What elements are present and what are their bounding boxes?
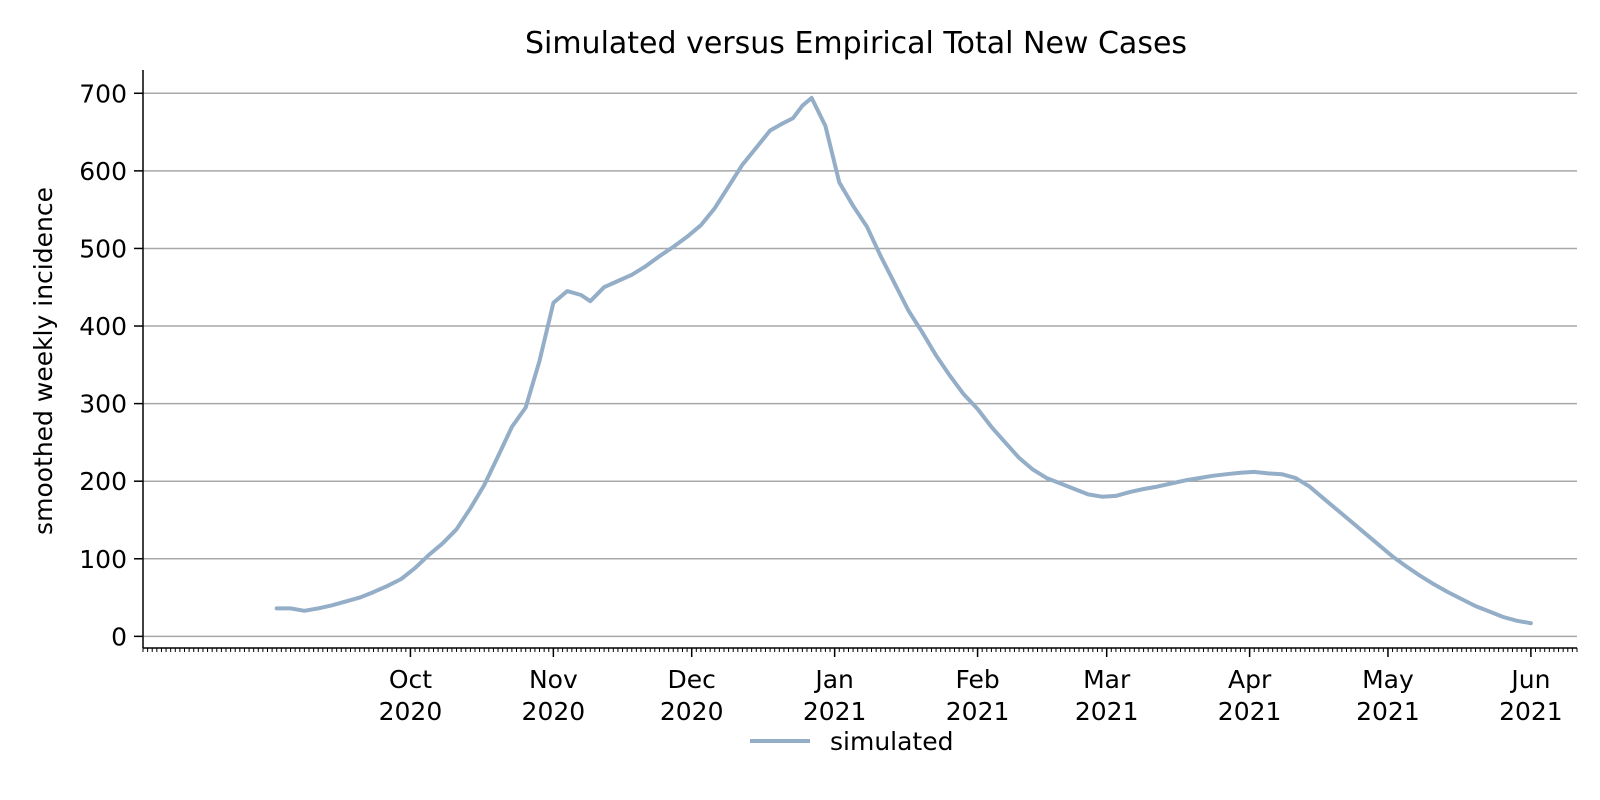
x-tick-label-month: Oct [389,665,432,694]
x-tick-label-year: 2021 [803,697,867,726]
x-tick-label-month: May [1362,665,1414,694]
y-tick-label: 300 [79,390,127,419]
x-tick-label-month: Feb [955,665,999,694]
x-tick-label-year: 2020 [379,697,443,726]
y-tick-label: 0 [111,622,127,651]
legend: simulated [750,727,954,756]
y-tick-label: 600 [79,157,127,186]
y-tick-label: 100 [79,545,127,574]
x-tick-label-year: 2021 [1075,697,1139,726]
y-axis: 0 100 200 300 400 500 600 700 [79,70,144,651]
x-tick-label-month: Jun [1509,665,1550,694]
series-group [274,95,1533,626]
y-tick-label: 200 [79,467,127,496]
x-tick-label-month: Nov [529,665,578,694]
x-tick-label-year: 2021 [1499,697,1563,726]
y-tick-label: 700 [79,79,127,108]
y-tick-label: 500 [79,234,127,263]
x-tick-label-year: 2020 [522,697,586,726]
x-tick-label-year: 2020 [660,697,724,726]
legend-label-simulated: simulated [830,727,954,756]
x-tick-label-year: 2021 [1356,697,1420,726]
y-tick-label: 400 [79,312,127,341]
x-tick-label-month: Apr [1228,665,1272,694]
y-axis-label: smoothed weekly incidence [29,187,58,535]
x-tick-label-month: Jan [813,665,854,694]
series-line-simulated [274,95,1533,626]
x-tick-label-year: 2021 [946,697,1010,726]
x-axis: Oct 2020 Nov 2020 Dec 2020 Jan 2021 Feb 2021 Mar 20… [142,647,1578,726]
x-tick-label-month: Dec [668,665,716,694]
y-gridlines [143,92,1577,638]
chart-title: Simulated versus Empirical Total New Cas… [525,26,1187,61]
x-tick-label-year: 2021 [1218,697,1282,726]
x-tick-label-month: Mar [1083,665,1131,694]
